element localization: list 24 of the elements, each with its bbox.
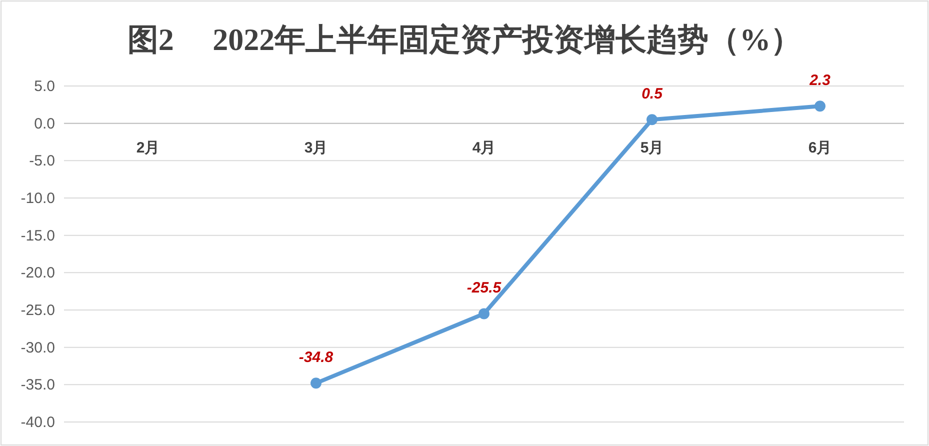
data-label: -34.8 xyxy=(298,349,334,366)
point xyxy=(814,100,826,112)
x-tick-label: 5月 xyxy=(640,139,664,156)
y-tick-label: -5.0 xyxy=(29,152,55,170)
chart-title: 图2 2022年上半年固定资产投资增长趋势（%） xyxy=(127,22,802,57)
point xyxy=(646,114,658,126)
data-label: -25.5 xyxy=(466,280,502,297)
x-tick-label: 6月 xyxy=(808,139,832,156)
data-label: 2.3 xyxy=(808,72,832,90)
x-tick-label: 4月 xyxy=(472,139,496,156)
y-tick-label: -35.0 xyxy=(20,376,55,394)
y-tick-label: -25.0 xyxy=(20,302,55,319)
y-tick-label: -20.0 xyxy=(20,264,55,282)
y-tick-label: -15.0 xyxy=(20,227,55,244)
y-tick-label: 5.0 xyxy=(34,78,55,95)
y-tick-label: -30.0 xyxy=(20,339,55,356)
point xyxy=(478,308,490,320)
data-label: 0.5 xyxy=(642,86,664,103)
x-tick-label: 2月 xyxy=(136,139,160,156)
point xyxy=(310,378,322,389)
y-tick-label: -40.0 xyxy=(20,414,55,431)
x-tick-label: 3月 xyxy=(304,139,328,156)
y-tick-label: 0.0 xyxy=(34,115,55,132)
y-tick-label: -10.0 xyxy=(20,190,55,207)
